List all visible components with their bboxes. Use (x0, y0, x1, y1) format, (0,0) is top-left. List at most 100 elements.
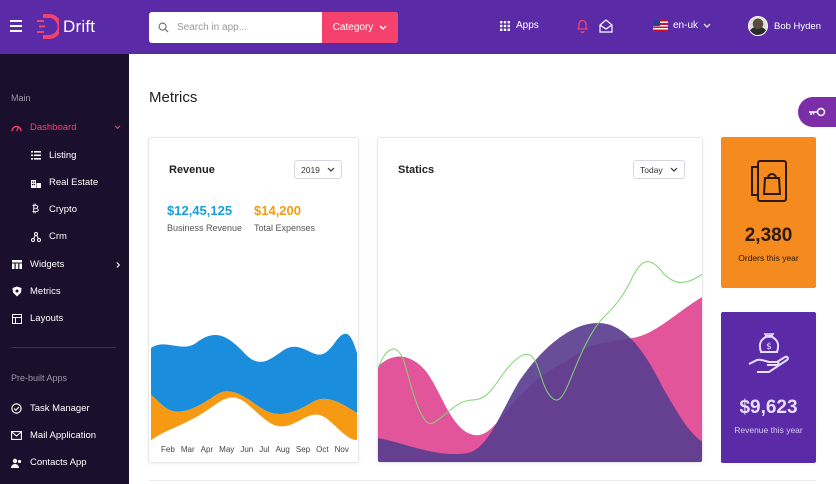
statics-area-chart (378, 261, 702, 462)
sidebar-item-label: Metrics (30, 286, 61, 297)
grid-icon (500, 20, 510, 31)
chevron-right-icon (116, 261, 121, 268)
statics-card: Statics Today (377, 137, 703, 463)
statics-green-line (378, 261, 702, 424)
sidebar-item-listing[interactable]: Listing (30, 150, 120, 161)
bell-icon[interactable] (576, 19, 589, 33)
sidebar-item-label: Layouts (30, 313, 64, 324)
expenses-orange-area (151, 391, 357, 440)
building-icon (30, 177, 41, 188)
total-expenses-value: $14,200 (254, 203, 301, 218)
sidebar-item-widgets[interactable]: Widgets (11, 259, 121, 270)
apps-label: Apps (516, 20, 539, 31)
sidebar-item-label: Listing (49, 150, 77, 161)
brand-logo[interactable]: Drift (37, 14, 95, 39)
chevron-down-icon (670, 167, 678, 172)
sidebar-item-label: Dashboard (30, 122, 77, 133)
dashboard-icon (11, 122, 22, 133)
user-menu[interactable]: Bob Hyden (748, 16, 821, 36)
language-label: en-uk (673, 20, 699, 31)
sidebar-item-task-manager[interactable]: Task Manager (11, 403, 121, 414)
layout-icon (11, 313, 22, 324)
chevron-down-icon (114, 125, 121, 130)
revenue-year-value: $9,623 (739, 397, 798, 418)
business-revenue-value: $12,45,125 (167, 203, 233, 218)
search-bar: Category (149, 12, 398, 43)
mail-icon (11, 430, 22, 441)
list-icon (30, 150, 41, 161)
statics-purple-area (378, 323, 702, 462)
main-content: Metrics Revenue 2019 $12,45,125 Business… (129, 54, 836, 484)
category-dropdown-button[interactable]: Category (322, 12, 398, 43)
sidebar-item-real-estate[interactable]: Real Estate (30, 177, 120, 188)
total-expenses-label: Total Expenses (254, 223, 316, 233)
revenue-blue-area (151, 333, 357, 415)
month-label: Apr (200, 445, 214, 454)
sidebar-item-contacts-app[interactable]: Contacts App (11, 457, 121, 468)
period-dropdown[interactable]: Today (633, 160, 685, 179)
month-label: May (219, 445, 235, 454)
next-section-edge (149, 480, 816, 484)
sidebar-section-main: Main (11, 93, 31, 103)
sidebar-item-label: Widgets (30, 259, 65, 270)
shield-icon (11, 286, 22, 297)
sidebar-item-label: Crypto (49, 204, 77, 215)
business-revenue-label: Business Revenue (167, 223, 243, 233)
apps-button[interactable]: Apps (500, 20, 539, 31)
revenue-area-chart (151, 333, 357, 440)
sidebar-item-label: Real Estate (49, 177, 99, 188)
sidebar-item-crm[interactable]: Crm (30, 231, 120, 242)
us-flag-icon (653, 20, 668, 31)
sidebar-item-label: Mail Application (30, 430, 97, 441)
year-label: 2019 (301, 164, 320, 175)
money-hand-icon: $ (748, 333, 789, 373)
month-label: Nov (334, 445, 349, 454)
key-icon (809, 107, 826, 117)
widgets-icon (11, 259, 22, 270)
sidebar-item-layouts[interactable]: Layouts (11, 313, 121, 324)
revenue-card: Revenue 2019 $12,45,125 Business Revenue… (148, 137, 359, 463)
sidebar-item-label: Task Manager (30, 403, 90, 414)
bitcoin-icon: ₿ (31, 204, 40, 215)
drift-logo-icon (37, 14, 59, 39)
sidebar: Main Dashboard Listing Real Estate ₿ Cry… (0, 54, 129, 484)
avatar (748, 16, 768, 36)
category-label: Category (332, 22, 374, 33)
sidebar-item-dashboard[interactable]: Dashboard (11, 122, 121, 133)
search-icon (149, 12, 177, 43)
sidebar-section-apps: Pre-built Apps (11, 373, 68, 383)
month-label: Feb (161, 445, 175, 454)
top-bar: Drift Category Apps en-uk Bob Hyden (0, 0, 836, 54)
menu-icon[interactable] (10, 20, 22, 32)
sidebar-divider (11, 347, 116, 348)
svg-text:$: $ (766, 342, 772, 352)
sidebar-item-label: Crm (49, 231, 67, 242)
language-selector[interactable]: en-uk (653, 20, 711, 31)
revenue-stat-card[interactable]: $ $9,623 Revenue this year (721, 312, 816, 463)
chevron-down-icon (327, 167, 335, 172)
sidebar-item-metrics[interactable]: Metrics (11, 286, 121, 297)
chevron-down-icon (379, 25, 387, 30)
page-title: Metrics (149, 89, 198, 106)
orders-label: Orders this year (738, 253, 799, 263)
envelope-icon[interactable] (599, 19, 613, 33)
contacts-icon (11, 457, 22, 468)
orders-value: 2,380 (744, 225, 793, 246)
year-dropdown[interactable]: 2019 (294, 160, 342, 179)
user-name: Bob Hyden (774, 20, 822, 32)
settings-toggle-button[interactable] (798, 97, 836, 127)
search-input[interactable] (177, 12, 322, 43)
month-label: Mar (180, 445, 195, 454)
network-icon (30, 231, 41, 242)
chevron-down-icon (703, 23, 711, 28)
month-label: Oct (316, 445, 329, 454)
month-label: Jul (259, 445, 270, 454)
period-label: Today (640, 164, 663, 175)
sidebar-item-crypto[interactable]: ₿ Crypto (30, 204, 120, 215)
revenue-card-title: Revenue (169, 164, 215, 176)
month-label: Sep (295, 445, 311, 454)
orders-stat-card[interactable]: 2,380 Orders this year (721, 137, 816, 288)
brand-name: Drift (63, 16, 96, 36)
shopping-bag-icon (750, 160, 787, 202)
sidebar-item-mail-application[interactable]: Mail Application (11, 430, 121, 441)
